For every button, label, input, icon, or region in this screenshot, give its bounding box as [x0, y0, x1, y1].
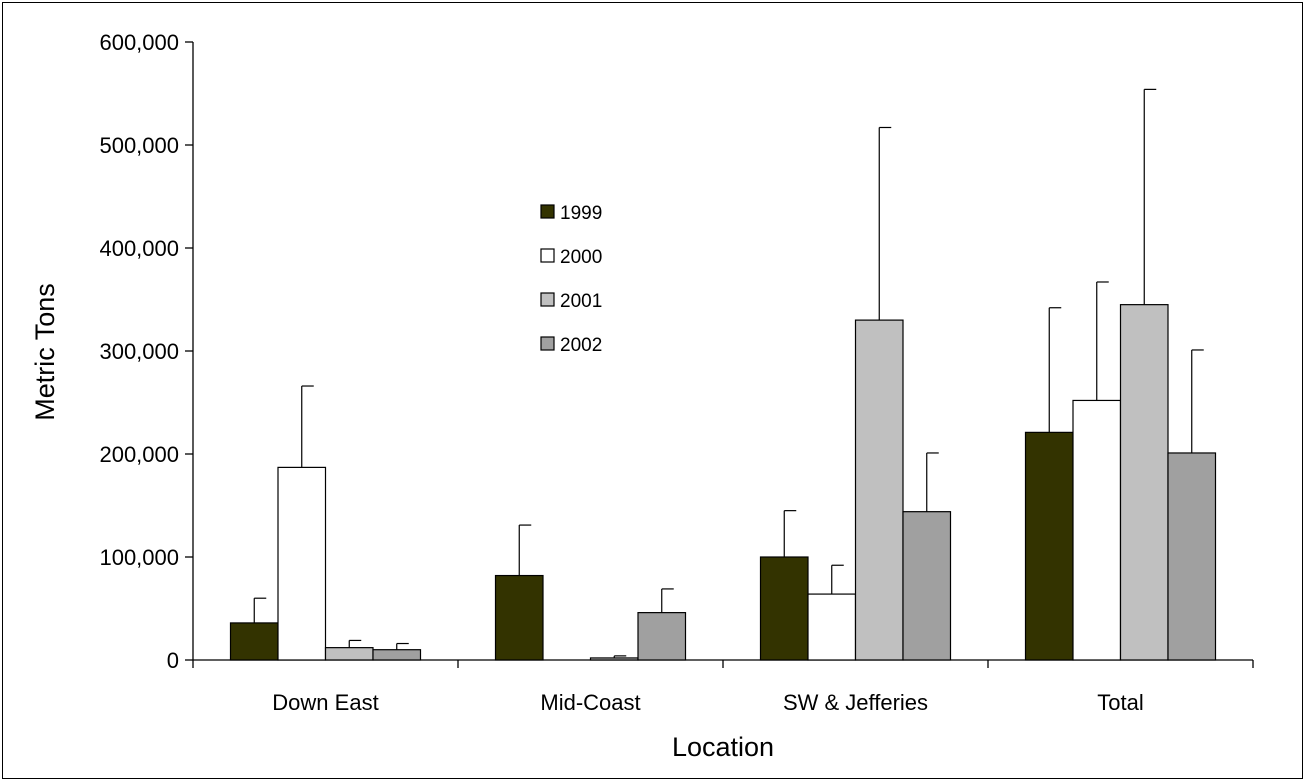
bar — [854, 319, 904, 661]
legend-swatch — [540, 336, 555, 351]
legend-label: 2001 — [560, 291, 602, 312]
legend: 1999 2000 2001 2002 — [540, 203, 602, 356]
bar — [902, 511, 952, 661]
y-tick-label: 200,000 — [99, 442, 179, 467]
bar — [1167, 452, 1217, 661]
bar — [372, 649, 422, 661]
x-tick-label: Total — [1097, 690, 1143, 715]
x-tick-label: SW & Jefferies — [783, 690, 928, 715]
legend-swatch — [540, 292, 555, 307]
y-axis: 0 100,000 200,000 300,000 400,000 500,000 600,… — [99, 30, 194, 673]
bar — [324, 647, 374, 661]
legend-label: 2002 — [560, 335, 602, 356]
bar — [277, 466, 327, 661]
y-tick-label: 300,000 — [99, 339, 179, 364]
y-tick-label: 500,000 — [99, 133, 179, 158]
bar — [229, 622, 279, 661]
bar — [637, 612, 687, 661]
y-tick-label: 0 — [167, 648, 179, 673]
x-axis-title: Location — [672, 732, 774, 762]
error-bars — [253, 88, 1204, 658]
x-tick-label: Mid-Coast — [540, 690, 640, 715]
y-tick-label: 100,000 — [99, 545, 179, 570]
legend-swatch — [540, 204, 555, 219]
bar — [589, 657, 639, 661]
x-axis: Down East Mid-Coast SW & Jefferies Total — [192, 659, 1254, 715]
legend-swatch — [540, 248, 555, 263]
y-axis-title: Metric Tons — [30, 283, 60, 421]
bar — [759, 556, 809, 661]
y-tick-label: 400,000 — [99, 236, 179, 261]
x-tick-label: Down East — [272, 690, 378, 715]
bar — [1072, 399, 1122, 661]
bar — [807, 593, 857, 661]
bar — [1024, 431, 1074, 661]
bar — [494, 574, 544, 661]
legend-label: 2000 — [560, 247, 602, 268]
y-tick-label: 600,000 — [99, 30, 179, 55]
legend-label: 1999 — [560, 203, 602, 224]
bars — [229, 304, 1217, 661]
bar — [1119, 304, 1169, 661]
